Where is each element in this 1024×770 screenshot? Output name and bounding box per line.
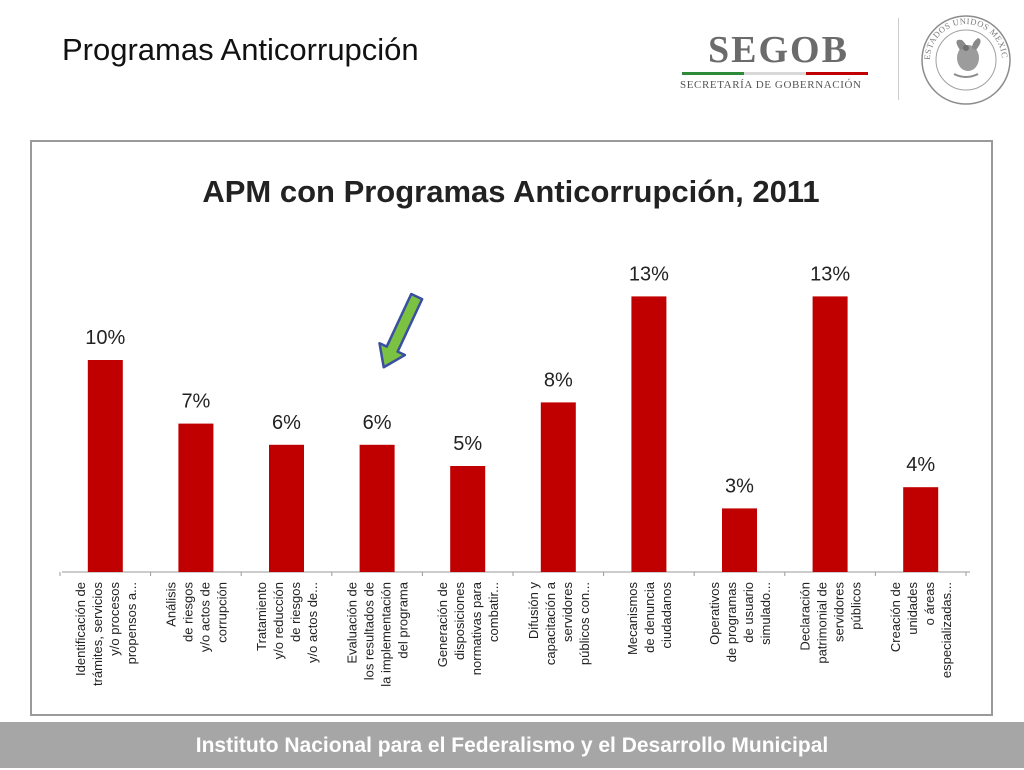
category-label-line: Identificación de [73, 582, 88, 676]
category-label-line: Creación de [888, 582, 903, 652]
category-label-line: propensos a... [124, 582, 139, 664]
annotation-arrow-icon [378, 292, 424, 369]
category-label-line: los resultados de [362, 582, 377, 680]
category-label-line: Operativos [707, 582, 722, 645]
category-label-line: del programa [396, 581, 411, 658]
category-label-line: capacitación a [543, 581, 558, 665]
category-label-line: Declaración [798, 582, 813, 651]
category-label-line: corrupción [214, 582, 229, 643]
category-label-line: ciudadanos [659, 582, 674, 649]
category-label-line: combatir... [486, 582, 501, 642]
category-label-line: Difusión y [526, 582, 541, 640]
category-label-line: Generación de [435, 582, 450, 667]
category-label-8: Operativos de programas de usuario simulado… [707, 582, 773, 663]
bar-3 [269, 444, 304, 572]
category-label-line: simulado... [758, 582, 773, 645]
segob-logo-wordmark: SEGOB [708, 29, 849, 71]
bar-4 [359, 444, 395, 572]
category-label-line: de denuncia [642, 581, 657, 653]
category-label-line: y/o actos de [197, 582, 212, 652]
category-label-line: de usuario [741, 582, 756, 643]
bar-1 [87, 360, 123, 572]
chart-frame: APM con Programas Anticorrupción, 2011 10… [30, 140, 993, 716]
data-label-2: 7% [181, 391, 210, 413]
category-label-line: servidores [560, 582, 575, 642]
data-label-6: 8% [544, 369, 573, 391]
chart-title: APM con Programas Anticorrupción, 2011 [202, 174, 819, 209]
bar-9 [812, 296, 848, 572]
category-label-line: la implementación [379, 582, 394, 687]
logo-divider [898, 18, 899, 100]
slide-title: Programas Anticorrupción [62, 32, 419, 67]
category-label-line: Mecanismos [625, 582, 640, 655]
data-label-3: 6% [272, 412, 301, 434]
category-label-line: públicos con... [577, 582, 592, 665]
data-label-10: 4% [906, 454, 935, 476]
bar-6 [540, 402, 576, 572]
category-label-6: Difusión y capacitación a servidores públic… [526, 581, 592, 665]
bar-8 [722, 508, 757, 572]
category-label-line: y/o actos de... [305, 582, 320, 663]
category-label-line: y/o procesos [107, 582, 122, 656]
footer-bar: Instituto Nacional para el Federalismo y… [0, 722, 1024, 768]
category-label-line: patrimonial de [815, 582, 830, 664]
category-label-line: unidades [905, 582, 920, 635]
category-label-7: Mecanismos de denuncia ciudadanos [625, 581, 674, 655]
category-label-9: Declaración patrimonial de servidores públi… [798, 582, 864, 664]
segob-logo: SEGOB SECRETARÍA DE GOBERNACIÓN [680, 28, 880, 98]
data-label-1: 10% [85, 327, 125, 349]
footer-text: Instituto Nacional para el Federalismo y… [195, 734, 829, 757]
segob-logo-subtitle: SECRETARÍA DE GOBERNACIÓN [680, 79, 862, 91]
category-label-line: Análisis [163, 582, 178, 627]
category-label-line: trámites, servicios [90, 582, 105, 687]
category-label-line: de riesgos [288, 582, 303, 642]
bar-10 [903, 487, 939, 572]
category-label-line: servidores [832, 582, 847, 642]
bar-chart: APM con Programas Anticorrupción, 2011 10… [59, 174, 970, 687]
category-label-line: disposiciones [452, 582, 467, 661]
data-label-5: 5% [453, 433, 482, 455]
data-label-9: 13% [810, 263, 850, 285]
category-label-10: Creación de unidades o áreas especializadas… [888, 582, 954, 679]
data-label-7: 13% [629, 263, 669, 285]
category-label-3: Tratamiento y/o reducción de riesgos y/o ac… [254, 582, 320, 663]
category-label-2: Análisis de riesgos y/o actos de corrupción [163, 582, 229, 653]
category-label-line: de programas [724, 582, 739, 663]
category-label-1: Identificación de trámites, servicios y/o … [73, 582, 139, 687]
category-label-line: Tratamiento [254, 582, 269, 651]
category-label-line: o áreas [922, 582, 937, 626]
bar-7 [631, 296, 667, 572]
category-label-line: especializadas... [939, 582, 954, 678]
segob-logo-tricolor-line [682, 72, 868, 75]
bar-2 [178, 423, 214, 572]
category-label-line: públicos [849, 582, 864, 630]
mexico-seal-icon: ESTADOS UNIDOS MEXICANOS [916, 8, 1011, 105]
category-label-line: de riesgos [180, 582, 195, 642]
category-label-line: normativas para [469, 581, 484, 675]
data-label-8: 3% [725, 475, 754, 497]
data-label-4: 6% [363, 412, 392, 434]
bar-5 [450, 466, 486, 572]
category-label-5: Generación de disposiciones normativas par… [435, 581, 501, 675]
category-label-4: Evaluación de los resultados de la impleme… [345, 581, 411, 687]
category-label-line: y/o reducción [271, 582, 286, 659]
category-label-line: Evaluación de [345, 582, 360, 664]
